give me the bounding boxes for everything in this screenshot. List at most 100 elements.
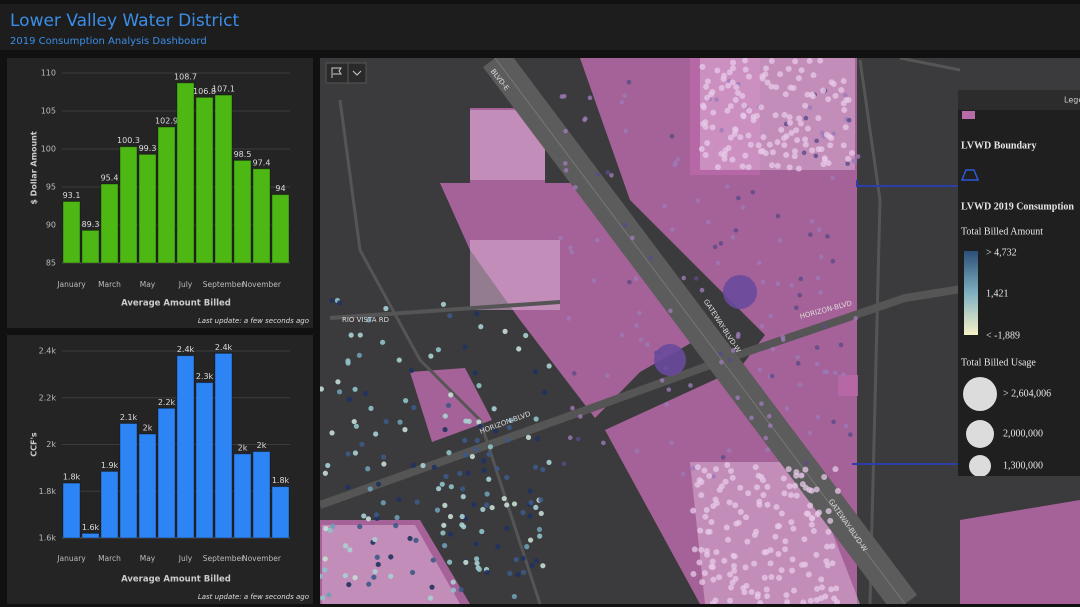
map-dot — [633, 276, 639, 281]
map-dot — [782, 91, 789, 98]
map-dot — [782, 546, 789, 553]
legend-label: > 2,604,006 — [1003, 388, 1051, 399]
map-tool-button[interactable] — [325, 62, 349, 84]
map-dot — [845, 96, 852, 103]
map-dot — [329, 297, 335, 304]
map-dot — [346, 581, 352, 588]
value-label: 89.3 — [82, 220, 100, 229]
map-dot — [527, 488, 533, 494]
map-dot — [788, 492, 795, 499]
map-dot — [532, 369, 539, 375]
map-dot — [793, 472, 800, 479]
map-dot — [781, 142, 788, 149]
y-axis-title: CCF's — [30, 432, 39, 457]
map-dot — [793, 127, 800, 134]
map-dot — [838, 342, 844, 348]
map-dot — [442, 502, 448, 508]
map-dot — [361, 513, 367, 519]
map-dot — [427, 595, 434, 601]
map-dot — [563, 161, 568, 166]
map-dot — [573, 185, 578, 190]
map-dot — [751, 560, 758, 567]
map-dot — [719, 359, 724, 365]
map-dot — [814, 345, 820, 350]
legend-label: < -1,889 — [986, 330, 1020, 341]
y-tick-label: 105 — [41, 107, 56, 116]
map-dot — [460, 486, 466, 492]
map-dot — [774, 523, 781, 530]
map-dot — [414, 499, 420, 505]
map-dot — [727, 468, 734, 475]
bar — [176, 82, 195, 264]
boundary-swatch — [960, 169, 980, 181]
map-tool-dropdown[interactable] — [347, 62, 367, 84]
map-dot — [815, 275, 821, 281]
map-dot — [813, 551, 820, 558]
map-dot — [681, 275, 687, 281]
map-dot — [778, 126, 785, 133]
map-dot — [806, 58, 813, 64]
map-dot — [821, 473, 828, 480]
value-label: 1.6k — [82, 523, 100, 532]
map-dot — [739, 92, 746, 99]
map-dot — [742, 152, 749, 159]
map-dots — [320, 58, 861, 604]
map-dot — [325, 462, 331, 469]
map-dot — [486, 451, 492, 458]
map-dot — [853, 316, 858, 321]
y-tick-label: 2.4k — [39, 347, 57, 356]
map-dot — [534, 436, 541, 442]
map-dot — [843, 423, 849, 429]
map-dot — [473, 446, 479, 453]
legend-swatch — [962, 111, 975, 119]
map-dot — [442, 426, 448, 433]
map-dot — [320, 595, 326, 601]
map-dot — [342, 573, 348, 579]
legend-label: 2,000,000 — [1003, 428, 1043, 439]
map-dot — [709, 124, 716, 131]
map-dot — [383, 418, 389, 425]
map-dot — [823, 558, 830, 565]
map-dot — [840, 100, 847, 107]
map-dot — [609, 172, 614, 178]
map-dot — [816, 227, 822, 233]
map-dot — [634, 448, 640, 454]
map-dot — [810, 72, 817, 79]
map-dot — [805, 571, 812, 578]
map-dot — [832, 370, 838, 376]
highway-line — [494, 58, 906, 604]
map-dot — [740, 205, 746, 210]
map-dot — [791, 148, 798, 155]
map-dot — [826, 133, 833, 140]
map-dot — [740, 113, 747, 120]
map-dot — [794, 137, 801, 144]
map-dot — [733, 84, 740, 91]
map-dot — [798, 67, 805, 74]
bar — [214, 94, 233, 264]
map-dot — [774, 139, 781, 146]
map-dot — [508, 417, 514, 424]
map-dot — [803, 460, 809, 466]
map-dot — [322, 567, 328, 573]
map-dot — [759, 401, 764, 406]
map-dot — [714, 67, 721, 74]
map-dot — [788, 519, 795, 526]
map-dot — [795, 165, 802, 172]
map-dot — [570, 405, 575, 411]
map-dot — [533, 558, 539, 564]
map-dot — [627, 279, 632, 285]
map[interactable]: RIO VISTA RD HORIZON-BLVD HORIZON-BLVD G… — [317, 58, 1080, 607]
map-dot — [802, 561, 809, 568]
map-dot — [675, 156, 681, 162]
map-dot — [696, 559, 703, 566]
bar — [138, 433, 157, 539]
map-dot — [820, 87, 827, 94]
legend-label: Total Billed Amount — [961, 226, 1043, 237]
map-dot — [540, 466, 546, 473]
map-dot — [791, 153, 798, 160]
map-dot — [770, 346, 776, 352]
map-dot — [726, 69, 733, 76]
map-dot — [834, 598, 841, 604]
map-dot — [690, 466, 696, 471]
map-dot — [520, 555, 526, 562]
